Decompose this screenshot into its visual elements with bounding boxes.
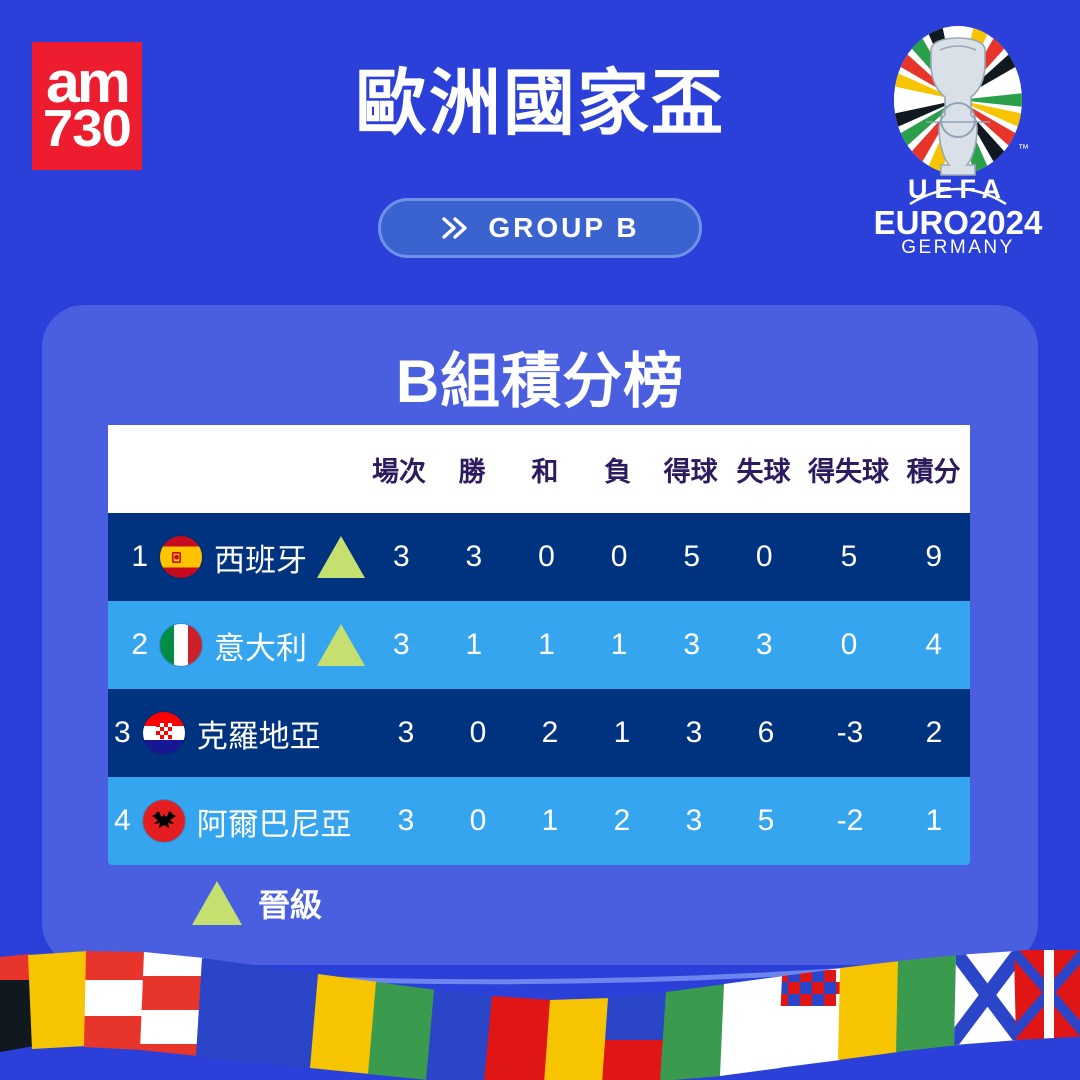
cell-loss: 1 [610,628,628,661]
legend-label: 晉級 [258,887,323,923]
page-header: am 730 歐洲國家盃 GROUP B [0,0,1080,300]
cell-points: 4 [925,628,942,661]
team-cell: 3 [108,711,370,756]
am730-logo: am 730 [32,42,142,170]
cell-played: 3 [397,716,415,749]
rank-label: 4 [114,804,131,837]
cell-points: 9 [925,540,942,573]
rank-label: 2 [131,628,148,661]
card-title: B組積分榜 [395,348,685,415]
cell-gf: 5 [683,540,701,573]
legend: 晉級 [192,880,322,926]
cell-played: 3 [397,804,415,837]
green-triangle-icon [192,881,242,925]
team-cell: 2 意大利 [108,623,365,668]
euro-2024-wordmark: EURO2024 [874,204,1043,241]
header-cell-draw: 和 [531,456,559,487]
cell-ga: 0 [755,540,773,573]
double-chevron-right-icon [442,217,468,239]
cell-ga: 3 [755,628,773,661]
euro-trophy-icon [926,37,990,176]
cell-gf: 3 [685,804,703,837]
cell-draw: 1 [538,628,555,661]
table-row[interactable]: 2 意大利 3 1 1 1 3 3 0 4 [108,601,970,689]
standings-table: 場次 勝 和 負 得球 失球 得失球 積分 1 [108,425,970,865]
cell-ga: 5 [757,804,775,837]
cell-gd: 0 [840,628,858,661]
cell-loss: 1 [613,716,631,749]
cell-win: 1 [465,628,483,661]
qualified-triangle-icon [317,624,365,666]
page-title: 歐洲國家盃 [354,64,725,144]
table-row[interactable]: 3 [108,689,970,777]
team-name: 西班牙 [214,542,307,578]
cell-draw: 0 [538,540,555,573]
bunting-decoration [0,950,1080,1080]
header-cell-win: 勝 [458,456,486,487]
uefa-euro-2024-logo: ™ UEFA EURO2024 GERMANY [874,26,1043,254]
cell-played: 3 [392,628,410,661]
cell-gd: 5 [840,540,858,573]
header-cell-points: 積分 [906,456,961,487]
cell-draw: 2 [541,716,559,749]
cell-points: 1 [925,804,943,837]
rank-label: 1 [131,540,148,573]
header-cell-gf: 得球 [663,456,718,487]
qualified-triangle-icon [317,536,365,578]
group-badge-label: GROUP B [488,212,640,243]
cell-win: 3 [465,540,483,573]
cell-played: 3 [392,540,410,573]
germany-wordmark: GERMANY [901,237,1015,254]
cell-draw: 1 [541,804,559,837]
italy-flag-icon [160,624,202,666]
cell-gd: -3 [836,716,864,749]
cell-gf: 3 [683,628,701,661]
cell-gf: 3 [685,716,703,749]
table-row[interactable]: 1 西班牙 3 3 0 0 [108,513,970,601]
am730-logo-am: am [46,49,131,115]
group-badge[interactable]: GROUP B [378,198,702,258]
header-cell-ga: 失球 [736,456,791,487]
header-cell-played: 場次 [372,456,427,487]
uefa-wordmark: UEFA [908,174,1008,206]
cell-win: 0 [469,716,487,749]
cell-points: 2 [925,716,943,749]
team-name: 意大利 [214,630,307,666]
header-cell-gd: 得失球 [808,456,890,487]
trademark-symbol: ™ [1018,143,1029,155]
cell-ga: 6 [757,716,775,749]
team-name: 阿爾巴尼亞 [196,806,352,842]
table-header-row: 場次 勝 和 負 得球 失球 得失球 積分 [108,425,970,513]
svg-text:UEFA: UEFA [908,174,1008,204]
cell-loss: 2 [613,804,631,837]
croatia-flag-icon [142,712,185,754]
cell-gd: -2 [836,804,864,837]
table-row[interactable]: 4 阿爾巴尼亞 3 0 1 2 3 [108,777,970,865]
team-cell: 4 阿爾巴尼亞 [108,799,370,844]
cell-loss: 0 [610,540,628,573]
team-cell: 1 西班牙 [108,535,365,580]
header-cell-loss: 負 [604,456,632,487]
albania-flag-icon [142,800,185,842]
cell-win: 0 [469,804,487,837]
spain-flag-icon [160,536,202,578]
am730-logo-730: 730 [43,100,132,159]
rank-label: 3 [114,716,131,749]
team-name: 克羅地亞 [196,718,321,754]
standings-card: B組積分榜 場次 勝 和 負 得球 失球 得失球 積分 1 [42,305,1038,965]
